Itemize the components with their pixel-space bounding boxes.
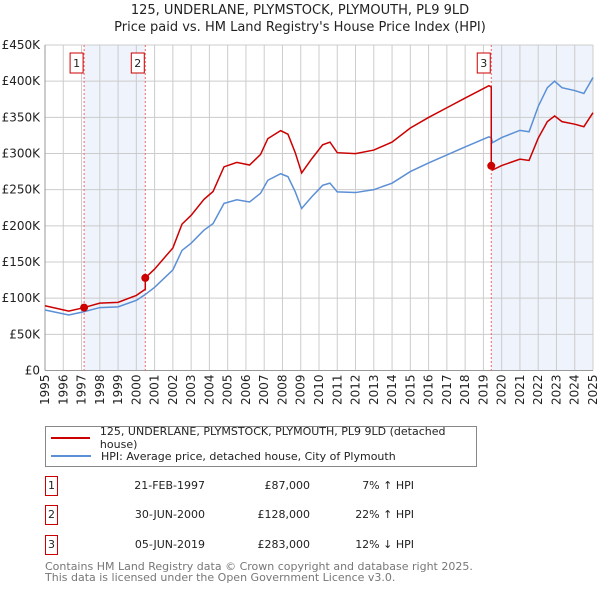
- x-tick-label: 2000: [129, 375, 143, 406]
- x-tick-label: 2006: [239, 375, 253, 406]
- sale-label-box: [476, 52, 491, 74]
- sale-label-box: [69, 52, 84, 74]
- sale-label: 2: [134, 57, 141, 70]
- price-chart: 1995 1996 1997 1998 1999 2000 2001 2002 2003 2004…: [2, 38, 600, 406]
- x-tick-label: 2019: [476, 375, 490, 406]
- sale-hpi-diff: 12% ↓ HPI: [355, 538, 414, 551]
- sale-row: 1 21-FEB-1997 £87,000 7% ↑ HPI: [45, 476, 445, 498]
- x-tick-label: 2017: [440, 375, 454, 406]
- x-tick-label: 2022: [531, 375, 545, 406]
- chart-title: 125, UNDERLANE, PLYMSTOCK, PLYMOUTH, PL9…: [130, 3, 470, 18]
- x-tick-label: 2013: [367, 375, 381, 406]
- x-tick-label: 2003: [184, 375, 198, 406]
- x-tick-label: 2008: [275, 375, 289, 406]
- x-tick-label: 2001: [148, 375, 162, 406]
- sale-date: 05-JUN-2019: [134, 538, 205, 551]
- sale-label-box: [130, 52, 145, 74]
- footer-copyright: Contains HM Land Registry data © Crown c…: [45, 560, 473, 573]
- y-tick-label: £100K: [2, 291, 42, 305]
- x-tick-label: 1997: [75, 375, 89, 406]
- sale-date: 21-FEB-1997: [134, 479, 205, 492]
- y-tick-label: £450K: [2, 38, 42, 52]
- legend-label-property: 125, UNDERLANE, PLYMSTOCK, PLYMOUTH, PL9…: [99, 425, 446, 451]
- y-tick-label: £0: [25, 364, 40, 378]
- x-tick-label: 2005: [221, 375, 235, 406]
- x-tick-label: 2015: [403, 375, 417, 406]
- legend: 125, UNDERLANE, PLYMSTOCK, PLYMOUTH, PL9…: [45, 425, 477, 467]
- footer-licence: This data is licensed under the Open Gov…: [45, 571, 396, 584]
- sale-date: 30-JUN-2000: [134, 508, 205, 521]
- y-tick-label: £250K: [2, 183, 42, 197]
- sale-label: 1: [73, 57, 80, 70]
- x-tick-label: 2011: [330, 375, 344, 406]
- x-tick-label: 2020: [495, 375, 509, 406]
- sale-marker-box: 2: [45, 505, 58, 525]
- shaded-ownership-period: [491, 45, 593, 371]
- sale-marker-box: 3: [45, 535, 58, 555]
- sale-label: 3: [480, 57, 487, 70]
- x-tick-label: 2010: [312, 375, 326, 406]
- x-tick-label: 2021: [513, 375, 527, 406]
- sale-price: £87,000: [264, 479, 311, 492]
- x-tick-label: 2012: [349, 375, 363, 406]
- legend-swatch-property: [51, 437, 90, 439]
- chart-subtitle: Price paid vs. HM Land Registry's House …: [114, 20, 486, 35]
- sale-point: [141, 273, 150, 282]
- sale-point: [487, 161, 496, 170]
- x-tick-label: 2024: [568, 375, 582, 406]
- sale-point: [80, 303, 89, 312]
- x-tick-label: 2025: [586, 375, 600, 406]
- y-tick-label: £300K: [2, 147, 42, 161]
- x-tick-label: 1996: [56, 375, 70, 406]
- y-tick-label: £400K: [2, 74, 42, 88]
- x-tick-label: 2004: [202, 375, 216, 406]
- x-tick-label: 2007: [257, 375, 271, 406]
- x-tick-label: 2023: [549, 375, 563, 406]
- y-tick-label: £150K: [2, 255, 42, 269]
- y-tick-label: £350K: [2, 110, 42, 124]
- shaded-ownership-period: [84, 45, 146, 371]
- y-tick-label: £200K: [2, 219, 42, 233]
- sale-row: 3 05-JUN-2019 £283,000 12% ↓ HPI: [45, 535, 445, 557]
- x-tick-label: 1998: [93, 375, 107, 406]
- legend-item-property: 125, UNDERLANE, PLYMSTOCK, PLYMOUTH, PL9…: [51, 425, 476, 451]
- x-tick-label: 2014: [385, 375, 399, 406]
- sale-hpi-diff: 7% ↑ HPI: [362, 479, 414, 492]
- x-tick-label: 2018: [458, 375, 472, 406]
- sale-price: £283,000: [257, 538, 311, 551]
- x-tick-label: 2009: [294, 375, 308, 406]
- legend-swatch-hpi: [51, 455, 91, 457]
- y-tick-label: £50K: [9, 327, 41, 341]
- sale-row: 2 30-JUN-2000 £128,000 22% ↑ HPI: [45, 505, 445, 527]
- x-tick-label: 2002: [166, 375, 180, 406]
- legend-label-hpi: HPI: Average price, detached house, City…: [101, 449, 396, 463]
- x-tick-label: 1999: [111, 375, 125, 406]
- x-tick-label: 2016: [422, 375, 436, 406]
- sale-price: £128,000: [257, 508, 311, 521]
- sale-hpi-diff: 22% ↑ HPI: [355, 508, 414, 521]
- legend-item-hpi: HPI: Average price, detached house, City…: [51, 448, 396, 464]
- x-tick-label: 1995: [38, 375, 52, 406]
- hpi-line: [44, 77, 594, 316]
- sale-marker-box: 1: [45, 476, 58, 496]
